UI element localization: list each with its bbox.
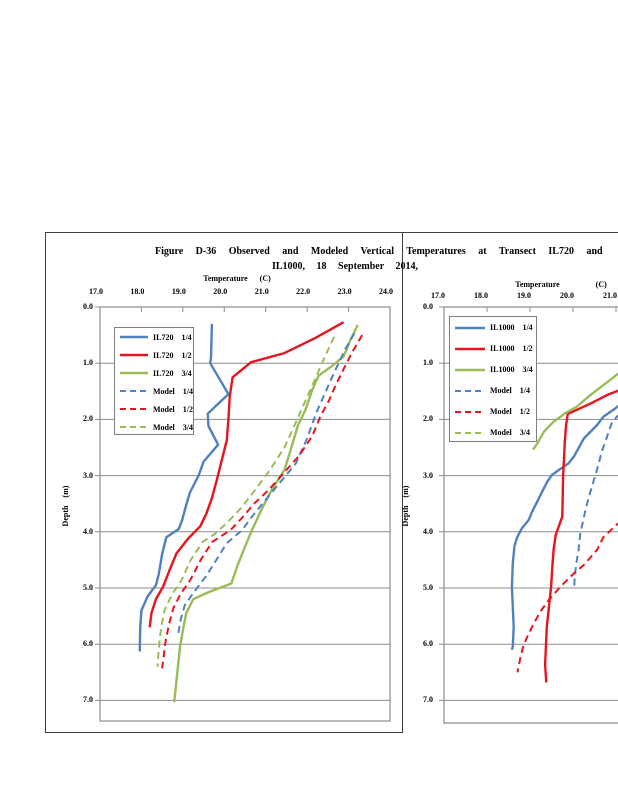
series-line-model-1-4 xyxy=(573,414,618,587)
legend-label: Model 3/4 xyxy=(153,422,193,432)
legend-label: Model 1/2 xyxy=(490,407,530,416)
plot-border xyxy=(443,306,618,724)
x-tick-label: 18.0 xyxy=(474,291,488,300)
legend-row: IL720 3/4 xyxy=(115,364,193,382)
legend-label: IL1000 1/4 xyxy=(490,323,533,332)
legend-row: IL1000 1/2 xyxy=(450,338,536,359)
series-line-il1000-1-4 xyxy=(510,404,618,651)
legend-swatch-dashed xyxy=(455,389,485,392)
y-tick-label: 1.0 xyxy=(423,358,433,368)
series-line-model-1-4 xyxy=(176,332,356,636)
legend-row: IL720 1/2 xyxy=(115,346,193,364)
figure-frame xyxy=(45,232,403,733)
y-tick-label: 6.0 xyxy=(423,639,433,649)
y-tick-label: 5.0 xyxy=(423,583,433,592)
legend-row: Model 1/2 xyxy=(115,400,193,418)
legend-swatch-dashed xyxy=(455,431,485,434)
figure-title-line1: Figure D-36 Observed and Modeled Vertica… xyxy=(155,246,603,257)
x-tick-label: 21.0 xyxy=(603,291,617,300)
x-tick-label: 17.0 xyxy=(431,291,445,300)
temperature-axis-title: Temperature (C) xyxy=(491,280,618,290)
temperature-axis-unit: (C) xyxy=(595,280,607,289)
depth-axis-title: Depth (m) xyxy=(61,485,70,527)
series-line-il1000-3-4 xyxy=(532,372,618,451)
legend-label: IL1000 3/4 xyxy=(490,365,533,374)
temperature-axis-title-text: Temperature xyxy=(203,274,248,283)
y-tick-label: 3.0 xyxy=(423,470,433,480)
plot-border xyxy=(99,306,391,722)
y-tick-label: 1.0 xyxy=(83,358,93,368)
y-tick-label: 6.0 xyxy=(83,639,93,649)
series-line-model-1-2 xyxy=(516,522,618,673)
x-tick-label: 19.0 xyxy=(517,291,531,300)
legend-label: Model 1/4 xyxy=(490,386,530,395)
y-tick-label: 2.0 xyxy=(423,414,433,424)
legend-row: Model 1/2 xyxy=(450,401,536,422)
legend-swatch-dashed xyxy=(120,408,148,410)
figure-title-line2: IL1000, 18 September 2014, xyxy=(272,261,418,272)
x-tick-label: 18.0 xyxy=(130,287,145,296)
legend-swatch-solid xyxy=(455,368,485,371)
y-tick-label: 2.0 xyxy=(83,414,93,424)
series-line-il720-1-2 xyxy=(148,321,345,628)
legend-row: IL1000 3/4 xyxy=(450,359,536,380)
x-tick-label: 21.0 xyxy=(254,287,269,296)
legend-row: Model 1/4 xyxy=(450,380,536,401)
legend-row: Model 1/4 xyxy=(115,382,193,400)
depth-axis-title: Depth (m) xyxy=(401,485,410,527)
temperature-axis-title: Temperature (C) xyxy=(167,274,307,284)
legend-swatch-solid xyxy=(120,353,148,357)
legend-label: Model 1/4 xyxy=(153,386,193,396)
legend-row: Model 3/4 xyxy=(450,422,536,443)
legend-label: IL1000 1/2 xyxy=(490,344,533,353)
temperature-axis-unit: (C) xyxy=(259,274,271,283)
legend-box: IL1000 1/4 IL1000 1/2 IL1000 3/4 Model 1/4 M… xyxy=(449,316,537,442)
legend-swatch-solid xyxy=(120,371,148,375)
legend-row: IL1000 1/4 xyxy=(450,317,536,338)
series-line-model-1-2 xyxy=(161,334,364,669)
x-tick-label: 19.0 xyxy=(171,287,186,296)
legend-label: IL720 3/4 xyxy=(153,368,192,378)
legend-swatch-solid xyxy=(455,347,485,350)
legend-swatch-solid xyxy=(455,326,485,329)
y-tick-label: 4.0 xyxy=(423,526,433,536)
y-tick-label: 0.0 xyxy=(423,302,433,311)
legend-swatch-dashed xyxy=(120,426,148,428)
series-line-il720-3-4 xyxy=(173,324,359,703)
x-tick-label: 20.0 xyxy=(213,287,228,296)
x-tick-label: 20.0 xyxy=(560,291,574,300)
x-tick-label: 17.0 xyxy=(89,287,103,296)
y-tick-label: 3.0 xyxy=(83,470,93,480)
y-tick-label: 0.0 xyxy=(83,302,93,311)
legend-swatch-dashed xyxy=(455,410,485,413)
y-tick-label: 7.0 xyxy=(423,695,433,705)
x-tick-label: 23.0 xyxy=(337,287,352,296)
legend-row: IL720 1/4 xyxy=(115,328,193,346)
y-tick-label: 7.0 xyxy=(83,695,93,705)
series-line-il720-1-4 xyxy=(138,323,230,652)
legend-label: Model 1/2 xyxy=(153,404,193,414)
legend-label: IL720 1/2 xyxy=(153,350,192,360)
legend-swatch-dashed xyxy=(120,390,148,392)
y-tick-label: 4.0 xyxy=(83,526,93,536)
temperature-axis-title-text: Temperature xyxy=(515,280,560,289)
series-line-model-3-4 xyxy=(156,336,336,667)
legend-row: Model 3/4 xyxy=(115,418,193,436)
legend-label: Model 3/4 xyxy=(490,428,530,437)
y-tick-label: 5.0 xyxy=(83,583,93,592)
x-tick-label: 24.0 xyxy=(379,287,393,296)
series-line-il1000-1-2 xyxy=(543,389,618,683)
legend-label: IL720 1/4 xyxy=(153,332,192,342)
legend-swatch-solid xyxy=(120,335,148,339)
legend-box: IL720 1/4 IL720 1/2 IL720 3/4 Model 1/4 Mode… xyxy=(114,327,194,435)
x-tick-label: 22.0 xyxy=(296,287,311,296)
